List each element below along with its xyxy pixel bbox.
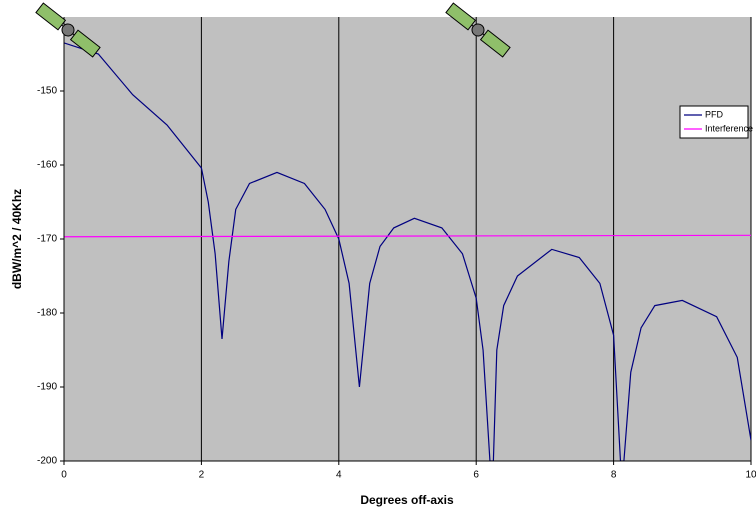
- legend: PFD Interference: [679, 105, 753, 139]
- x-tick-label: 10: [745, 470, 756, 481]
- lines: [64, 42, 751, 461]
- series-line: [64, 234, 751, 238]
- satellite-icon: [445, 2, 511, 58]
- legend-label: Interference: [705, 123, 753, 133]
- series-line: [64, 42, 751, 461]
- x-tick-label: 2: [199, 470, 205, 481]
- y-tick-label: -190: [37, 382, 57, 393]
- legend-label: PFD: [705, 109, 724, 119]
- satellite-icon: [35, 2, 101, 58]
- plot-area: [64, 17, 751, 461]
- legend-box: [679, 105, 749, 139]
- y-tick-label: -180: [37, 308, 57, 319]
- y-tick-label: -200: [37, 456, 57, 467]
- x-tick-label: 4: [336, 470, 342, 481]
- y-tick-label: -170: [37, 234, 57, 245]
- x-axis-title: Degrees off-axis: [360, 493, 454, 507]
- x-tick-label: 0: [61, 470, 67, 481]
- grid: [200, 17, 752, 461]
- x-tick-label: 8: [611, 470, 617, 481]
- y-axis-title: dBW/m^2 / 40Khz: [10, 189, 24, 289]
- x-tick-label: 6: [473, 470, 479, 481]
- ticks: 0 2 4 6 8 10 -200 -190 -180 -170 -160 -150: [37, 86, 756, 481]
- y-tick-label: -160: [37, 160, 57, 171]
- y-tick-label: -150: [37, 86, 57, 97]
